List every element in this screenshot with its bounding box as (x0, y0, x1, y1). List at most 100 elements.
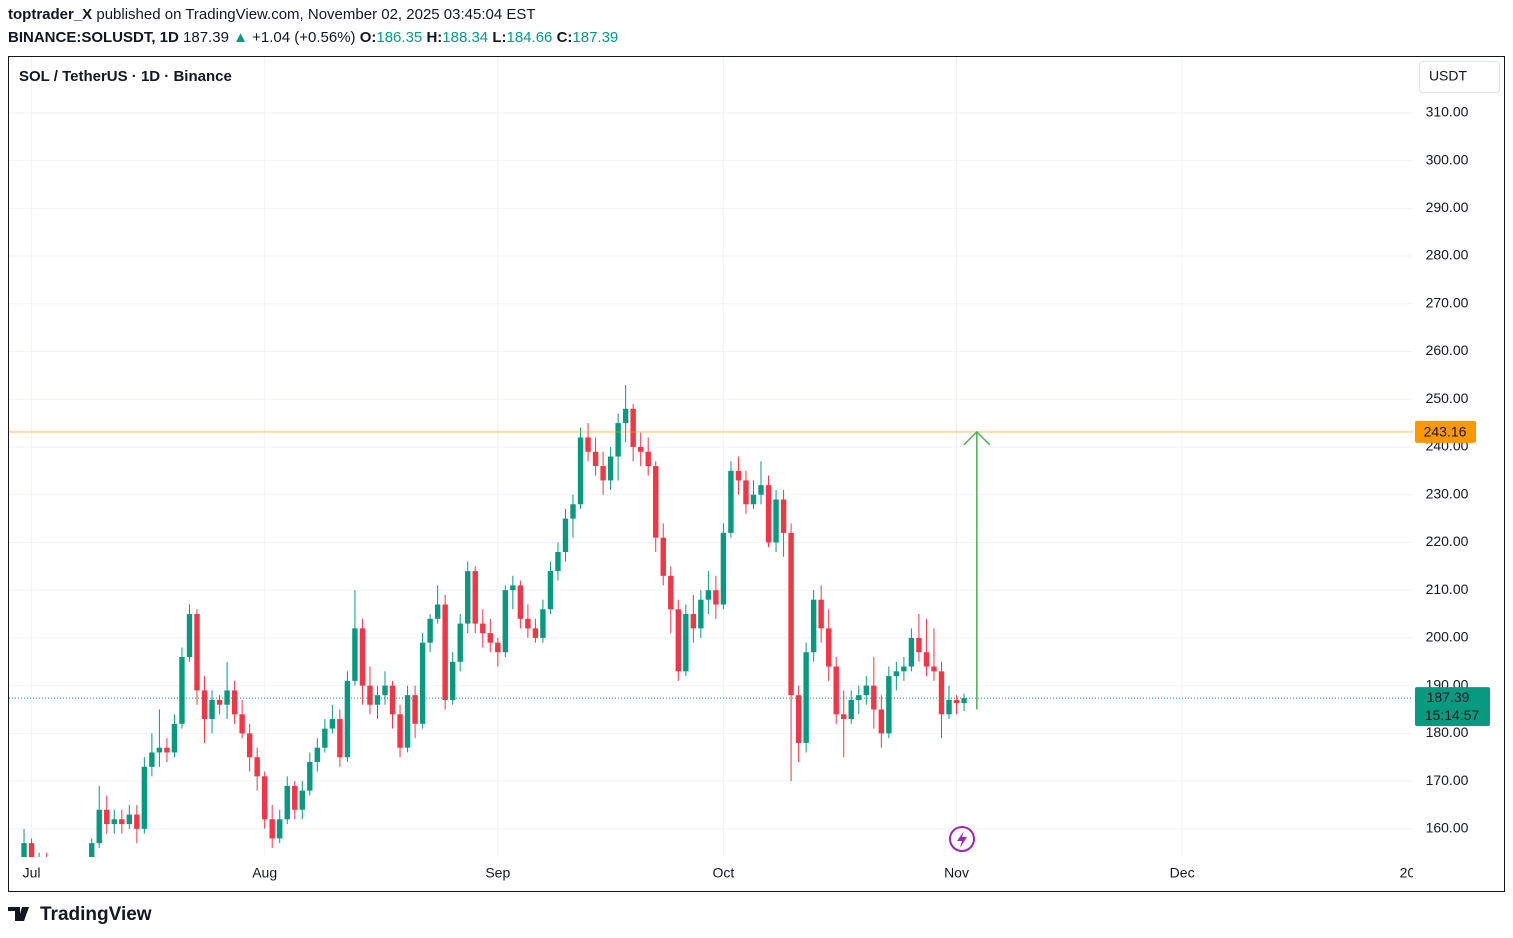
candle-body (352, 628, 358, 681)
candle-body (21, 843, 27, 857)
candle-body (547, 571, 554, 610)
currency-box[interactable] (1419, 61, 1500, 93)
candle-body (878, 709, 885, 734)
currency[interactable]: USDT (1429, 68, 1468, 84)
level-label: 243.16 (1424, 424, 1467, 440)
candle-body (735, 470, 742, 481)
candle-body (668, 575, 674, 610)
candle-body (653, 466, 659, 538)
candle-body (713, 590, 719, 605)
candle-body (141, 766, 148, 829)
candle-body (510, 585, 516, 591)
candle-body (442, 604, 448, 700)
candle-body (465, 571, 471, 624)
ohlc-value: 186.35 (376, 29, 423, 46)
candle-body (683, 614, 689, 672)
candle-body (780, 499, 787, 533)
chart-title: SOL / TetherUS · 1D · Binance (19, 68, 232, 85)
ohlc-key: H: (426, 29, 443, 46)
candle-body (171, 723, 178, 753)
x-tick-label: 2026 (1400, 865, 1431, 881)
candle-body (607, 456, 614, 481)
candle-body (164, 747, 170, 753)
candle-body (186, 614, 193, 657)
candle-body (615, 423, 621, 457)
candle-body (194, 614, 200, 691)
candle-body (893, 671, 900, 677)
y-tick-label: 200.00 (1426, 629, 1469, 645)
author: toptrader_X (8, 6, 93, 23)
candle-body (908, 637, 915, 667)
candle-body (427, 618, 433, 643)
chart-frame (8, 56, 1505, 892)
ohlc-value: 184.66 (506, 29, 553, 46)
price: 187.39 (183, 29, 229, 46)
candle-body (269, 819, 275, 839)
candle-body (307, 762, 313, 791)
y-tick-label: 180.00 (1426, 724, 1469, 740)
countdown: 15:14:57 (1425, 707, 1480, 723)
candle-body (923, 652, 930, 667)
candle-body (848, 699, 854, 720)
candle-body (156, 747, 163, 753)
candle-body (472, 571, 478, 624)
x-tick-label: Sep (485, 865, 510, 881)
change: +1.04 (+0.56%) (252, 29, 356, 46)
y-tick-label: 170.00 (1426, 772, 1469, 788)
y-tick-label: 250.00 (1426, 390, 1469, 406)
candle-body (254, 757, 260, 777)
candle-body (502, 590, 509, 653)
candle-body (261, 776, 268, 820)
candle-body (953, 699, 960, 704)
candle-body (374, 695, 381, 705)
ohlc-key: C: (556, 29, 573, 46)
candle-body (224, 690, 230, 705)
candle-body (675, 609, 681, 672)
candle-body (931, 666, 937, 672)
candle-body (134, 814, 140, 829)
alert-icon[interactable] (949, 826, 975, 852)
candle-body (660, 537, 666, 576)
candle-body (856, 695, 862, 700)
symbol-line: BINANCE:SOLUSDT, 1D 187.39 ▲ +1.04 (+0.5… (8, 29, 618, 46)
candle-body (28, 843, 35, 857)
candle-body (645, 451, 651, 467)
symbol: BINANCE:SOLUSDT, 1D (8, 29, 179, 46)
candle-body (246, 733, 253, 758)
candle-body (961, 698, 967, 704)
candle-body (314, 747, 321, 763)
y-tick-label: 280.00 (1426, 247, 1469, 263)
candle-body (562, 518, 569, 552)
ohlc-value: 187.39 (572, 29, 619, 46)
projection-arrow-head (963, 430, 991, 446)
candle-body (585, 437, 591, 452)
candle-body (292, 785, 298, 810)
y-tick-label: 300.00 (1426, 151, 1469, 167)
candle-body (622, 408, 629, 424)
publish-line: toptrader_X published on TradingView.com… (8, 6, 536, 23)
candle-body (570, 504, 576, 519)
y-tick-label: 220.00 (1426, 533, 1469, 549)
candle-body (299, 790, 305, 810)
y-tick-label: 210.00 (1426, 581, 1469, 597)
candle-body (487, 633, 493, 643)
candle-body (179, 657, 185, 724)
svg-text:TradingView: TradingView (40, 904, 152, 925)
candle-body (284, 785, 290, 820)
candle-body (231, 690, 238, 715)
candle-body (690, 614, 697, 629)
x-tick-label: Aug (252, 865, 277, 881)
candle-body (149, 752, 155, 767)
candle-body (209, 699, 215, 720)
candle-body (119, 819, 125, 825)
y-tick-label: 270.00 (1426, 294, 1469, 310)
candle-body (705, 590, 712, 600)
candle-body (825, 628, 832, 667)
candle-body (322, 728, 328, 748)
candle-body (525, 618, 531, 629)
candle-body (419, 642, 426, 724)
candle-body (630, 408, 636, 447)
change-arrow: ▲ (233, 29, 248, 46)
y-tick-label: 310.00 (1426, 104, 1469, 120)
x-tick-label: Nov (944, 865, 969, 881)
